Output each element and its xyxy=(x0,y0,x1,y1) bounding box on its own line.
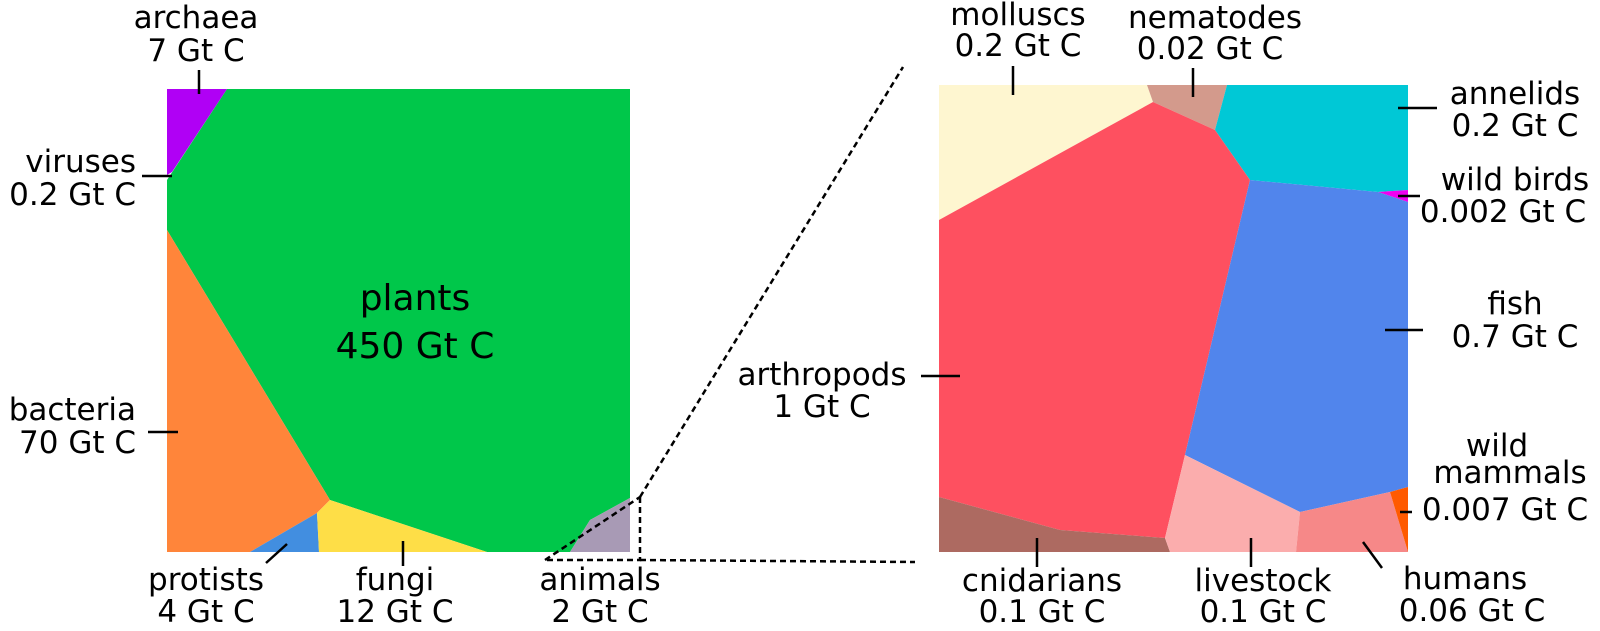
svg-text:viruses: viruses xyxy=(25,144,136,180)
animals-label: animals 2 Gt C xyxy=(539,562,660,630)
svg-text:wild birds: wild birds xyxy=(1441,162,1589,198)
nematodes-label: nematodes 0.02 Gt C xyxy=(1128,0,1302,97)
svg-text:bacteria: bacteria xyxy=(9,392,136,428)
svg-text:0.02 Gt C: 0.02 Gt C xyxy=(1137,31,1284,67)
fish-label: fish 0.7 Gt C xyxy=(1385,286,1578,355)
archaea-label: archaea 7 Gt C xyxy=(134,0,259,94)
svg-text:archaea: archaea xyxy=(134,0,259,36)
svg-text:0.2 Gt C: 0.2 Gt C xyxy=(955,28,1082,64)
svg-text:animals: animals xyxy=(539,562,660,598)
svg-text:mammals: mammals xyxy=(1433,455,1586,491)
svg-text:0.1 Gt C: 0.1 Gt C xyxy=(1200,594,1327,630)
svg-text:fish: fish xyxy=(1487,286,1542,322)
svg-text:70 Gt C: 70 Gt C xyxy=(19,425,136,461)
svg-text:protists: protists xyxy=(148,562,264,598)
animal-biomass-panel xyxy=(939,85,1408,552)
svg-text:0.007 Gt C: 0.007 Gt C xyxy=(1422,492,1588,528)
wild-birds-label: wild birds 0.002 Gt C xyxy=(1398,162,1589,230)
svg-text:4 Gt C: 4 Gt C xyxy=(157,594,254,630)
arthropods-label: arthropods 1 Gt C xyxy=(737,357,960,425)
svg-text:0.06 Gt C: 0.06 Gt C xyxy=(1399,593,1546,629)
svg-text:7 Gt C: 7 Gt C xyxy=(147,33,244,69)
bacteria-label: bacteria 70 Gt C xyxy=(9,392,178,461)
svg-text:0.2 Gt C: 0.2 Gt C xyxy=(9,177,136,213)
svg-text:1 Gt C: 1 Gt C xyxy=(773,389,870,425)
svg-text:humans: humans xyxy=(1403,561,1527,597)
annelids-label: annelids 0.2 Gt C xyxy=(1398,76,1580,144)
svg-text:0.2 Gt C: 0.2 Gt C xyxy=(1452,108,1579,144)
svg-text:plants: plants xyxy=(360,278,471,319)
svg-text:2 Gt C: 2 Gt C xyxy=(551,594,648,630)
overall-biomass-panel xyxy=(167,89,630,552)
svg-text:450 Gt C: 450 Gt C xyxy=(336,326,495,367)
svg-text:12 Gt C: 12 Gt C xyxy=(337,594,454,630)
svg-text:annelids: annelids xyxy=(1450,76,1580,112)
protists-label: protists 4 Gt C xyxy=(148,544,287,630)
fungi-label: fungi 12 Gt C xyxy=(337,541,454,630)
svg-text:fungi: fungi xyxy=(356,562,435,598)
wild-mammals-label: wild mammals 0.007 Gt C xyxy=(1400,428,1588,528)
svg-text:0.1 Gt C: 0.1 Gt C xyxy=(979,594,1106,630)
svg-text:arthropods: arthropods xyxy=(737,357,906,393)
humans-label: humans 0.06 Gt C xyxy=(1363,542,1545,629)
svg-text:0.002 Gt C: 0.002 Gt C xyxy=(1420,194,1586,230)
viruses-label: viruses 0.2 Gt C xyxy=(9,144,172,213)
molluscs-label: molluscs 0.2 Gt C xyxy=(950,0,1085,95)
svg-text:0.7 Gt C: 0.7 Gt C xyxy=(1452,319,1579,355)
